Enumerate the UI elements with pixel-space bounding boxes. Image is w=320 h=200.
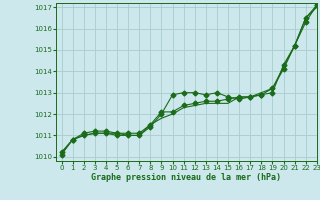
X-axis label: Graphe pression niveau de la mer (hPa): Graphe pression niveau de la mer (hPa) [92,173,281,182]
